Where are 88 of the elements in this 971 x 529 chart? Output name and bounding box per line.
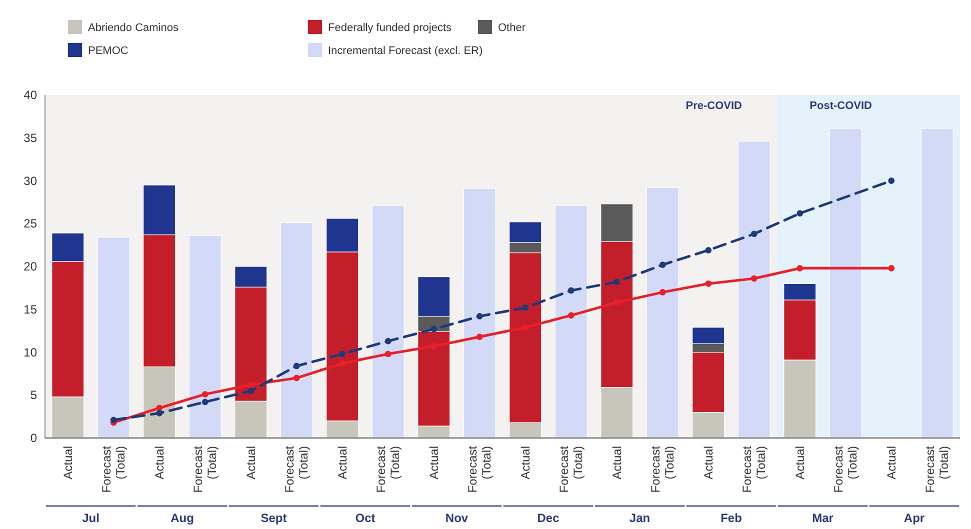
text: Oct — [355, 511, 376, 525]
legend-label: PEMOC — [88, 45, 128, 57]
x-tick-label: Actual — [426, 446, 441, 480]
x-tick-label: Actual — [701, 446, 716, 480]
y-tick-label: 15 — [24, 302, 38, 316]
x-tick-label: Forecast (Total) — [923, 445, 952, 493]
x-tick-label: Actual — [610, 446, 624, 480]
legend-label: Abriendo Caminos — [88, 22, 179, 34]
point — [156, 410, 163, 416]
point — [202, 398, 208, 406]
x-tick-label: Actual — [152, 446, 166, 480]
y-tick-label: 5 — [30, 388, 38, 402]
point — [522, 304, 529, 311]
annotation: Post-COVID — [810, 100, 872, 112]
bar — [463, 188, 496, 438]
text: Apr — [904, 511, 925, 525]
point — [384, 350, 392, 358]
point — [293, 362, 300, 370]
legend-label: Federally funded projects — [328, 22, 452, 34]
point — [888, 265, 895, 272]
bar — [554, 205, 588, 438]
text: Nov — [445, 511, 468, 525]
point — [476, 313, 483, 320]
point — [796, 265, 804, 272]
point — [293, 374, 300, 382]
point — [522, 324, 529, 331]
x-tick-label: Forecast (Total) — [832, 445, 860, 493]
point — [202, 391, 208, 398]
point — [568, 287, 574, 294]
x-tick-label: Forecast (Total) — [648, 445, 677, 493]
point — [614, 299, 620, 306]
legend-label: Other — [498, 22, 526, 34]
y-tick-label: 35 — [24, 130, 38, 145]
point — [750, 230, 758, 238]
point — [796, 210, 804, 217]
x-tick-label: Forecast (Total) — [100, 445, 128, 493]
x-tick-label: Forecast (Total) — [740, 445, 768, 493]
point — [476, 334, 483, 340]
text: Sept — [260, 511, 287, 525]
x-tick-label: Actual — [244, 446, 258, 480]
bar — [188, 235, 222, 438]
bar — [646, 187, 679, 438]
y-tick-label: 10 — [24, 345, 38, 360]
point — [888, 178, 895, 184]
point — [705, 280, 712, 287]
bar — [97, 237, 130, 438]
point — [110, 416, 117, 424]
y-tick-label: 0 — [30, 431, 38, 445]
bar — [829, 128, 862, 438]
x-tick-label: Actual — [884, 446, 898, 480]
x-tick-label: Actual — [60, 446, 75, 480]
x-tick-label: Forecast (Total) — [374, 445, 402, 493]
text: Dec — [537, 511, 560, 525]
bar — [280, 222, 313, 438]
x-tick-label: Actual — [335, 446, 350, 480]
point — [248, 388, 254, 394]
point — [614, 278, 620, 286]
bar — [920, 128, 954, 438]
x-tick-label: Forecast (Total) — [282, 445, 311, 493]
point — [659, 289, 666, 296]
point — [248, 382, 254, 388]
y-tick-label: 20 — [24, 260, 38, 274]
x-tick-label: Forecast (Total) — [466, 445, 494, 493]
text: Mar — [812, 511, 834, 525]
point — [384, 338, 392, 344]
y-tick-label: 40 — [24, 88, 38, 102]
text: Aug — [170, 511, 194, 525]
text: Jul — [82, 511, 100, 525]
x-tick-label: Actual — [518, 446, 532, 480]
annotation: Pre-COVID — [686, 100, 742, 112]
bar — [372, 205, 404, 438]
point — [659, 262, 666, 268]
point — [339, 350, 346, 358]
y-tick-label: 25 — [24, 216, 38, 231]
point — [339, 360, 346, 367]
point — [705, 247, 712, 254]
x-tick-label: Forecast (Total) — [557, 445, 586, 493]
legend-label: Incremental Forecast (excl. ER) — [328, 45, 483, 57]
bar — [738, 141, 770, 438]
y-tick-label: 30 — [24, 174, 38, 188]
point — [568, 312, 574, 319]
point — [430, 343, 438, 350]
point — [430, 326, 438, 332]
x-tick-label: Actual — [792, 446, 807, 480]
point — [750, 275, 758, 282]
text: Feb — [720, 511, 742, 525]
x-tick-label: Forecast (Total) — [191, 445, 220, 493]
text: Jan — [629, 511, 650, 525]
